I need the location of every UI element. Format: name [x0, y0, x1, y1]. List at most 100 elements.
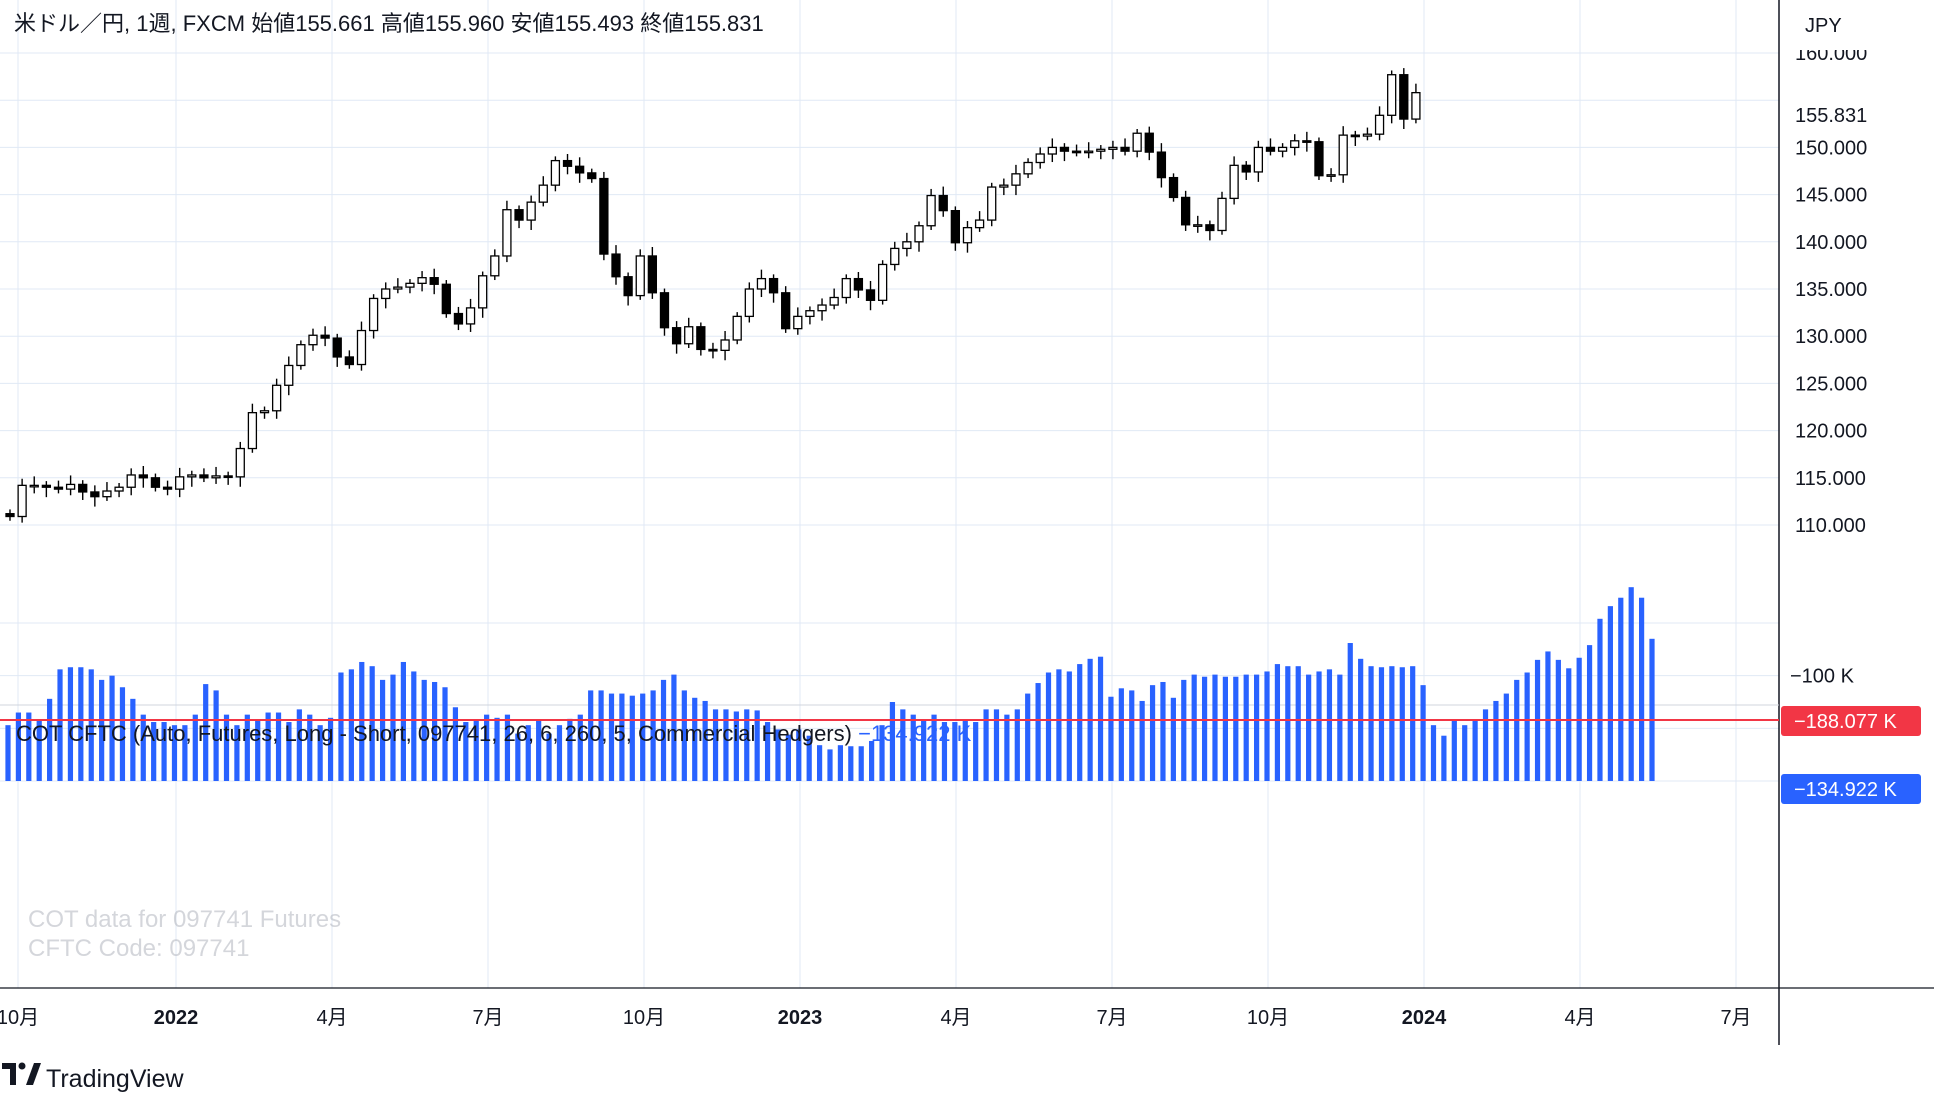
candle-body [429, 277, 439, 285]
cot-bar [1378, 667, 1385, 781]
candle-body [90, 491, 100, 498]
candle-body [162, 486, 173, 490]
candle-body [1096, 148, 1106, 152]
cot-bar [577, 714, 583, 781]
candle-body [65, 483, 76, 490]
currency-button-bg[interactable] [1788, 2, 1928, 50]
cot-bar [463, 722, 469, 781]
brand-name[interactable]: TradingView [46, 1065, 185, 1093]
indicator-legend: COT CFTC (Auto, Futures, Long - Short, 0… [16, 721, 972, 746]
cot-bar [1129, 690, 1135, 781]
indicator-title: COT CFTC (Auto, Futures, Long - Short, 0… [16, 721, 852, 746]
cot-bar [702, 700, 708, 781]
cot-bar [36, 720, 42, 781]
cot-bar [473, 719, 479, 781]
cot-bar [1472, 719, 1478, 781]
cot-bar [192, 714, 198, 781]
candle-body [538, 184, 548, 203]
last-value-tag: −134.922 K [1794, 779, 1898, 801]
cot-bar [130, 698, 136, 781]
candle-body [1059, 146, 1070, 152]
candle-body [611, 253, 621, 278]
time-axis-label: 10月 [0, 1007, 39, 1029]
candle-body [950, 209, 961, 244]
time-axis-label: 4月 [316, 1007, 347, 1029]
cot-bar [1222, 676, 1228, 781]
candle-body [199, 474, 209, 479]
time-axis[interactable]: 10月 2022 4月 7月 10月 2023 4月 7月 10月 2024 4月 7月 [0, 1007, 1752, 1029]
candle-body [344, 356, 355, 366]
cot-bar [764, 722, 771, 781]
candle-body [126, 474, 136, 488]
time-axis-label: 10月 [623, 1007, 665, 1029]
price-axis-label: 135.000 [1795, 279, 1867, 301]
candle-body [356, 329, 367, 366]
candle-body [41, 484, 52, 488]
cot-bar [525, 725, 531, 781]
cot-bar [1004, 714, 1010, 781]
candle-body [1362, 133, 1373, 137]
interval: 1週 [136, 11, 170, 36]
cot-bar [99, 679, 105, 781]
cot-bar [5, 725, 11, 781]
candle-body [1035, 153, 1045, 164]
candle-body [708, 348, 718, 352]
cot-bar [775, 729, 781, 781]
cot-bar [1295, 666, 1301, 781]
currency-label[interactable]: JPY [1805, 15, 1842, 37]
symbol-name: 米ドル／円 [14, 11, 124, 36]
cot-bar [1420, 685, 1426, 781]
candle-body [1253, 146, 1264, 173]
candle-body [417, 277, 427, 284]
cot-bar [203, 684, 209, 781]
cot-bar [744, 709, 750, 781]
cot-bar [910, 714, 916, 781]
candle-body [793, 315, 803, 330]
cot-bar [400, 661, 406, 781]
cot-bar [348, 669, 354, 781]
cot-bar [504, 714, 511, 781]
price-axis[interactable]: 110.000 115.000 120.000 125.000 130.000 135.0… [1795, 43, 1867, 537]
price-axis-label: 110.000 [1795, 515, 1866, 537]
candle-body [1156, 151, 1167, 179]
indicator-value: −134.922 K [858, 721, 971, 746]
cot-bar [879, 725, 885, 781]
indicator-axis-label: −100 K [1790, 666, 1855, 688]
cot-bar [515, 733, 521, 781]
cot-bar [1066, 671, 1072, 781]
last-price-tag: 155.831 [1795, 105, 1867, 127]
cot-bar [327, 717, 334, 781]
cot-bar [619, 693, 625, 781]
tradingview-logo-icon[interactable] [2, 1062, 41, 1086]
candle-body [1277, 146, 1288, 152]
low-value: 155.493 [555, 11, 635, 36]
cot-bar [1586, 645, 1593, 781]
cot-bar [1493, 700, 1499, 781]
cot-bar [1170, 697, 1176, 781]
candle-body [138, 474, 148, 479]
cot-bar [671, 674, 677, 781]
indicator-watermark-line2: CFTC Code: 097741 [28, 935, 249, 962]
cot-bar [1181, 679, 1187, 781]
close-label: 終値 [640, 11, 684, 36]
cot-bar [390, 674, 396, 781]
candle-body [150, 477, 161, 488]
candle-body [1326, 174, 1336, 177]
cot-bar [712, 709, 719, 781]
cot-bar [338, 672, 344, 781]
candle-body [1338, 134, 1348, 176]
candle-body [453, 312, 464, 325]
price-axis-label: 140.000 [1795, 232, 1867, 254]
cot-bar [1014, 709, 1020, 781]
low-label: 安値 [511, 11, 555, 36]
cot-bar [1607, 606, 1613, 781]
cot-bar [1524, 672, 1530, 781]
grid-lines [0, 0, 1779, 988]
time-axis-label: 2024 [1402, 1007, 1447, 1029]
cot-bar [546, 733, 552, 781]
cot-bar [57, 669, 63, 781]
cot-bar [1274, 664, 1281, 781]
cot-bar [567, 718, 573, 781]
cot-bar [1649, 638, 1655, 781]
